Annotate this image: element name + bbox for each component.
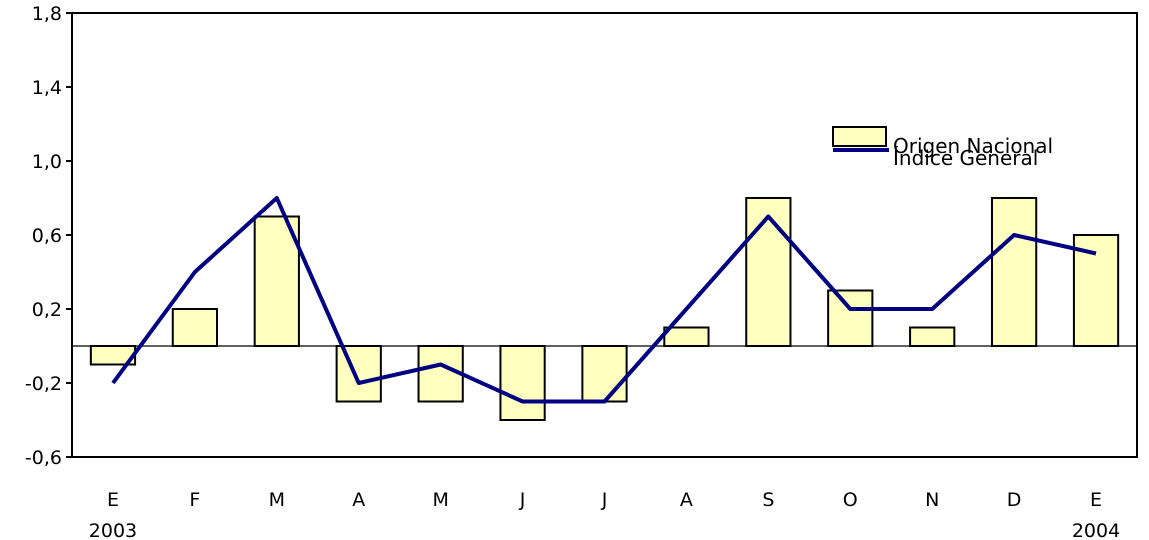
bar [417,345,464,403]
bar [581,345,628,403]
y-tick-label: 0,2 [32,299,62,321]
bar [171,308,219,347]
x-year-label-first: 2003 [89,520,137,540]
bar [745,197,792,347]
bar [1072,234,1120,347]
bar [990,197,1038,347]
x-tick-label: E [107,489,119,511]
legend-swatch-origen-nacional [832,126,887,147]
x-tick-label: S [762,489,774,511]
y-tick-label: 1,8 [32,3,62,25]
x-tick-label: O [843,489,858,511]
bar [499,345,546,421]
x-tick-label: D [1007,489,1022,511]
x-tick-label: E [1090,489,1102,511]
x-tick-label: A [680,489,693,511]
bar [663,326,710,347]
x-tick-label: F [189,489,200,511]
bar [909,326,956,347]
x-tick-label: J [601,489,608,511]
x-tick-label: M [432,489,448,511]
y-tick-label: -0,2 [25,373,62,395]
bar [335,345,382,403]
legend: Origen Nacional Índice General [832,126,1053,170]
plot-area: -0,6 -0,2 0,2 0,6 1,0 1,4 1,8 E F M A M J J A S O N D E 2003… [25,3,1138,540]
y-tick-label: 0,6 [32,225,62,247]
y-tick-label: 1,4 [32,77,62,99]
x-tick-label: A [352,489,365,511]
x-year-label-last: 2004 [1072,520,1120,540]
x-tick-label: J [519,489,526,511]
line-series-indice-general [111,196,1097,404]
x-tick-label: M [269,489,285,511]
y-tick-label: 1,0 [32,151,62,173]
legend-label-indice-general: Índice General [893,146,1038,170]
bar [253,215,300,347]
x-tick-label: N [925,489,939,511]
bar [827,289,874,347]
y-tick-label: -0,6 [25,447,62,469]
legend-label-origen-nacional: Origen Nacional [893,134,1053,158]
